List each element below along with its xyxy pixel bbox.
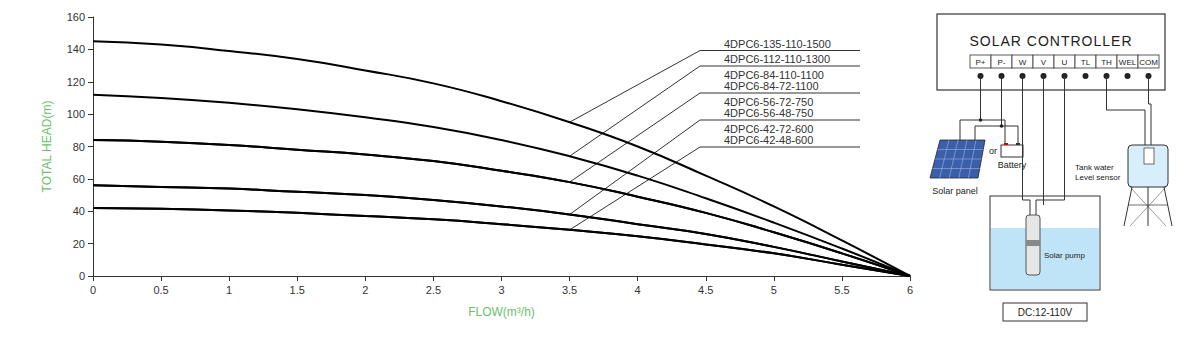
svg-text:80: 80 xyxy=(73,141,85,153)
svg-text:3: 3 xyxy=(498,284,504,296)
svg-text:P+: P+ xyxy=(975,58,985,67)
svg-text:Battery: Battery xyxy=(998,160,1027,170)
svg-text:SOLAR CONTROLLER: SOLAR CONTROLLER xyxy=(969,33,1132,49)
svg-text:COM: COM xyxy=(1139,58,1158,67)
svg-text:U: U xyxy=(1062,58,1068,67)
svg-text:140: 140 xyxy=(67,43,85,55)
svg-text:4DPC6-56-48-750: 4DPC6-56-48-750 xyxy=(724,107,813,119)
svg-text:3.5: 3.5 xyxy=(562,284,577,296)
svg-text:2.5: 2.5 xyxy=(426,284,441,296)
svg-text:Solar pump: Solar pump xyxy=(1044,251,1085,260)
svg-text:0: 0 xyxy=(79,270,85,282)
svg-text:1.5: 1.5 xyxy=(290,284,305,296)
svg-text:Tank water: Tank water xyxy=(1075,163,1114,172)
svg-text:4DPC6-84-110-1100: 4DPC6-84-110-1100 xyxy=(724,69,824,81)
svg-text:Solar panel: Solar panel xyxy=(932,186,978,196)
svg-text:6: 6 xyxy=(907,284,913,296)
svg-text:TOTAL HEAD(m): TOTAL HEAD(m) xyxy=(40,101,54,193)
svg-text:0.5: 0.5 xyxy=(153,284,168,296)
svg-text:1: 1 xyxy=(226,284,232,296)
svg-text:2: 2 xyxy=(362,284,368,296)
svg-text:160: 160 xyxy=(67,11,85,23)
svg-text:4DPC6-84-72-1100: 4DPC6-84-72-1100 xyxy=(724,80,819,92)
svg-text:TL: TL xyxy=(1081,58,1091,67)
svg-text:Level sensor: Level sensor xyxy=(1075,173,1121,182)
svg-text:5.5: 5.5 xyxy=(834,284,849,296)
svg-text:4DPC6-112-110-1300: 4DPC6-112-110-1300 xyxy=(724,53,830,65)
svg-text:4DPC6-56-72-750: 4DPC6-56-72-750 xyxy=(724,96,813,108)
svg-text:FLOW(m³/h): FLOW(m³/h) xyxy=(468,305,535,319)
svg-text:4: 4 xyxy=(635,284,641,296)
svg-text:4.5: 4.5 xyxy=(698,284,713,296)
svg-text:DC:12-110V: DC:12-110V xyxy=(1018,307,1073,318)
svg-text:60: 60 xyxy=(73,173,85,185)
svg-text:or: or xyxy=(989,146,997,156)
svg-text:TH: TH xyxy=(1101,58,1112,67)
svg-text:4DPC6-42-48-600: 4DPC6-42-48-600 xyxy=(724,134,813,146)
svg-text:4DPC6-135-110-1500: 4DPC6-135-110-1500 xyxy=(724,38,831,50)
svg-text:WEL: WEL xyxy=(1119,58,1137,67)
svg-text:40: 40 xyxy=(73,205,85,217)
svg-text:20: 20 xyxy=(73,238,85,250)
svg-text:0: 0 xyxy=(90,284,96,296)
svg-text:V: V xyxy=(1041,58,1047,67)
svg-text:120: 120 xyxy=(67,76,85,88)
svg-text:4DPC6-42-72-600: 4DPC6-42-72-600 xyxy=(724,123,813,135)
svg-text:P-: P- xyxy=(998,58,1006,67)
svg-text:100: 100 xyxy=(67,108,85,120)
svg-text:5: 5 xyxy=(771,284,777,296)
svg-text:W: W xyxy=(1019,58,1027,67)
